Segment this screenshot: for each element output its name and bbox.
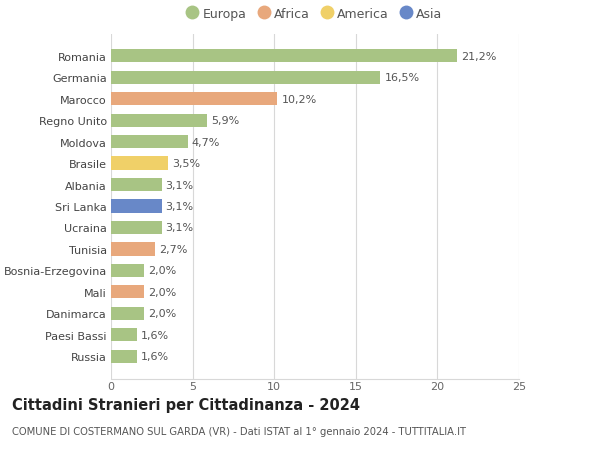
Bar [111, 307, 143, 320]
Bar [111, 72, 380, 85]
Text: 2,0%: 2,0% [148, 287, 176, 297]
Bar [111, 136, 188, 149]
Bar [111, 93, 277, 106]
Text: 2,7%: 2,7% [159, 244, 188, 254]
Bar [111, 221, 161, 235]
Bar [111, 264, 143, 277]
Bar [111, 200, 161, 213]
Text: 10,2%: 10,2% [281, 95, 317, 105]
Text: COMUNE DI COSTERMANO SUL GARDA (VR) - Dati ISTAT al 1° gennaio 2024 - TUTTITALIA: COMUNE DI COSTERMANO SUL GARDA (VR) - Da… [12, 426, 466, 436]
Text: 1,6%: 1,6% [141, 352, 169, 361]
Text: 3,5%: 3,5% [172, 159, 200, 169]
Bar [111, 114, 207, 128]
Legend: Europa, Africa, America, Asia: Europa, Africa, America, Asia [187, 8, 443, 21]
Text: 2,0%: 2,0% [148, 308, 176, 319]
Text: 1,6%: 1,6% [141, 330, 169, 340]
Bar [111, 285, 143, 299]
Bar [111, 243, 155, 256]
Bar [111, 350, 137, 363]
Text: 3,1%: 3,1% [166, 223, 194, 233]
Bar [111, 50, 457, 63]
Text: 16,5%: 16,5% [385, 73, 419, 83]
Text: 2,0%: 2,0% [148, 266, 176, 276]
Text: 3,1%: 3,1% [166, 202, 194, 212]
Text: 4,7%: 4,7% [192, 137, 220, 147]
Text: 5,9%: 5,9% [211, 116, 239, 126]
Bar [111, 328, 137, 341]
Text: 3,1%: 3,1% [166, 180, 194, 190]
Bar [111, 179, 161, 192]
Text: 21,2%: 21,2% [461, 52, 496, 62]
Bar [111, 157, 168, 170]
Text: Cittadini Stranieri per Cittadinanza - 2024: Cittadini Stranieri per Cittadinanza - 2… [12, 397, 360, 412]
